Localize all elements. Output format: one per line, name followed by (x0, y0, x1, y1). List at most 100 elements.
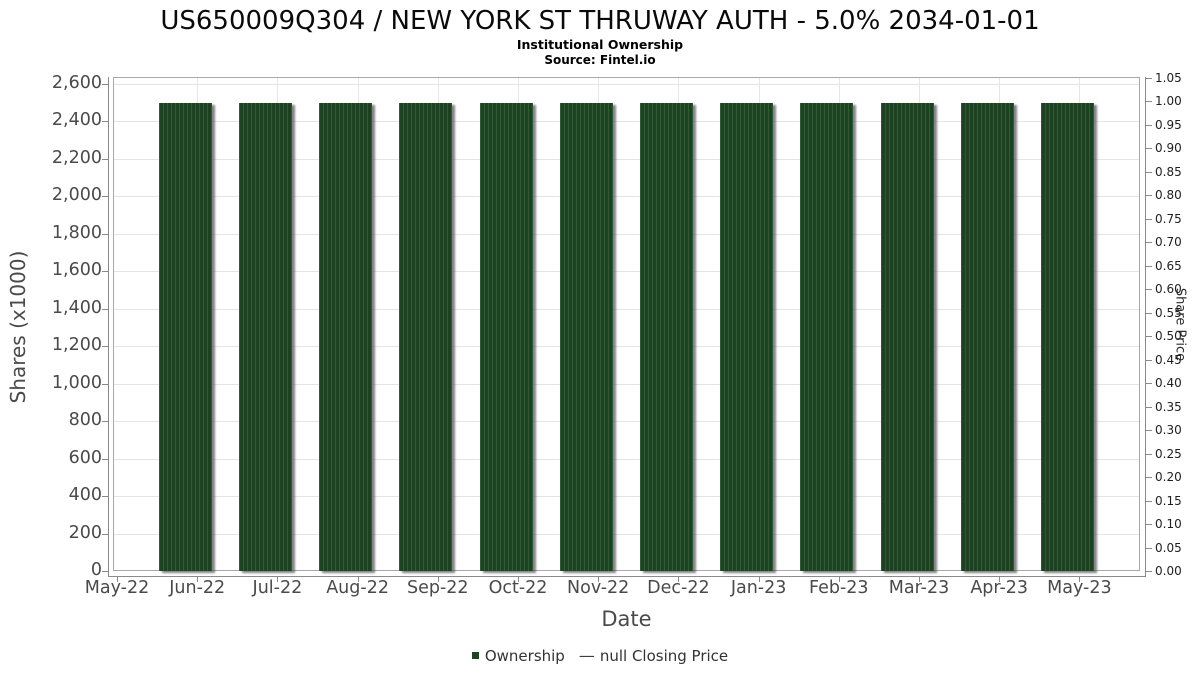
ownership-bar[interactable] (399, 102, 453, 571)
y-axis-tick-label-right: 0.30 (1155, 423, 1182, 438)
y-axis-tick-label-right: 0.35 (1155, 399, 1182, 414)
ownership-bar[interactable] (720, 102, 774, 571)
y-axis-tick-label-left: 1,600 (51, 260, 102, 281)
ownership-bar[interactable] (479, 102, 533, 571)
x-axis-tick (518, 576, 519, 582)
x-axis-tick (277, 576, 279, 582)
y-axis-tick-label-right: 0.50 (1155, 329, 1182, 344)
y-axis-tick-left (102, 571, 108, 572)
y-axis-tick-label-left: 200 (68, 522, 102, 543)
ownership-bar[interactable] (1040, 102, 1094, 571)
ownership-bar[interactable] (960, 102, 1014, 571)
y-axis-tick-left (102, 533, 108, 535)
y-axis-tick-right (1146, 477, 1152, 479)
ownership-bar[interactable] (880, 102, 934, 571)
y-axis-tick-right (1146, 78, 1152, 79)
y-axis-tick-right (1146, 453, 1152, 455)
x-axis-tick (1079, 576, 1081, 582)
y-axis-tick-label-left: 2,000 (51, 185, 102, 206)
x-axis-tick-label: Feb-23 (809, 578, 869, 598)
x-axis-tick (117, 576, 118, 582)
y-gridline (114, 383, 1139, 385)
y-axis-tick-right (1146, 101, 1152, 103)
x-axis-tick (197, 576, 199, 582)
y-axis-tick-right (1146, 148, 1152, 150)
y-axis-tick-label-left: 0 (90, 560, 102, 580)
y-axis-tick-left (102, 383, 108, 385)
y-axis-tick-label-right: 0.05 (1155, 540, 1182, 555)
y-gridline (114, 196, 1139, 198)
y-axis-tick-label-right: 0.45 (1155, 352, 1182, 367)
x-axis-tick-label: May-22 (84, 578, 150, 598)
y-axis-tick-label-right: 0.15 (1155, 493, 1182, 508)
x-axis-tick-label: Apr-23 (970, 578, 1029, 598)
x-axis-tick-label: Dec-22 (647, 578, 710, 598)
x-axis-title-date: Date (601, 607, 652, 631)
y-axis-tick-right (1146, 195, 1152, 197)
y-axis-tick-left (102, 496, 108, 498)
x-axis-tick (919, 576, 920, 582)
legend-item-ownership[interactable]: Ownership (471, 647, 565, 665)
y-axis-tick-label-right: 0.80 (1155, 188, 1182, 203)
y-axis-tick-label-right: 0.25 (1155, 446, 1182, 461)
x-axis-tick (678, 576, 680, 582)
x-axis-tick-label: May-23 (1047, 578, 1112, 598)
y-axis-tick-left (102, 458, 108, 460)
y-axis-tick-right (1146, 547, 1152, 549)
y-gridline (114, 158, 1139, 160)
x-axis-tick-label: Jun-22 (169, 578, 226, 598)
x-axis-tick-label: Nov-22 (567, 578, 630, 598)
y-axis-tick-left (102, 196, 108, 198)
x-axis-tick (838, 576, 840, 582)
y-axis-line-left (108, 77, 109, 577)
y-axis-tick-label-left: 800 (68, 410, 102, 431)
y-axis-tick-right (1146, 265, 1152, 267)
ownership-bar[interactable] (238, 102, 292, 571)
x-axis-tick-label: Mar-23 (888, 578, 950, 598)
y-gridline (114, 121, 1139, 123)
x-axis-tick (437, 576, 439, 582)
y-axis-tick-right (1146, 383, 1152, 385)
y-axis-tick-label-right: 1.00 (1155, 94, 1182, 109)
y-axis-tick-label-left: 2,600 (51, 73, 102, 93)
ownership-bar[interactable] (559, 102, 613, 571)
y-axis-tick-label-left: 1,800 (51, 222, 102, 243)
chart-legend: Ownership — null Closing Price (0, 646, 1200, 665)
closing-price-line-marker-icon: — (578, 646, 595, 665)
y-axis-tick-label-left: 2,400 (51, 110, 102, 131)
y-axis-tick-right (1146, 500, 1152, 502)
y-axis-tick-left (102, 84, 108, 85)
x-axis-tick-label: Sep-22 (407, 578, 469, 598)
x-axis-tick (357, 576, 359, 582)
y-axis-tick-label-left: 1,200 (51, 335, 102, 356)
y-gridline (114, 496, 1139, 498)
x-axis-tick-label: Aug-22 (326, 578, 389, 598)
y-axis-tick-label-right: 0.85 (1155, 164, 1182, 179)
y-axis-tick-label-left: 2,200 (51, 147, 102, 168)
y-axis-tick-label-left: 1,000 (51, 372, 102, 393)
y-gridline (114, 533, 1139, 535)
y-axis-tick-right (1146, 289, 1152, 291)
y-axis-tick-left (102, 158, 108, 160)
ownership-square-marker-icon (471, 652, 479, 659)
y-gridline (114, 421, 1139, 423)
y-axis-tick-label-right: 0.55 (1155, 305, 1182, 320)
chart-source-label: Source: Fintel.io (544, 53, 656, 67)
y-axis-tick-left (102, 421, 108, 423)
ownership-bar[interactable] (158, 102, 212, 571)
ownership-bar[interactable] (639, 102, 693, 571)
y-gridline (114, 84, 1139, 85)
y-axis-tick-right (1146, 124, 1152, 126)
legend-item-closing-price[interactable]: — null Closing Price (579, 646, 728, 665)
x-axis-tick-label: Jul-22 (252, 578, 303, 598)
plot-area (113, 77, 1140, 571)
y-gridline (114, 271, 1139, 273)
y-axis-tick-left (102, 271, 108, 273)
ownership-bar[interactable] (319, 102, 373, 571)
y-axis-tick-label-right: 0.75 (1155, 211, 1182, 226)
y-gridline (114, 308, 1139, 310)
y-axis-tick-left (102, 346, 108, 348)
ownership-bar[interactable] (800, 102, 854, 571)
y-axis-tick-right (1146, 359, 1152, 361)
y-axis-tick-label-right: 0.10 (1155, 517, 1182, 532)
